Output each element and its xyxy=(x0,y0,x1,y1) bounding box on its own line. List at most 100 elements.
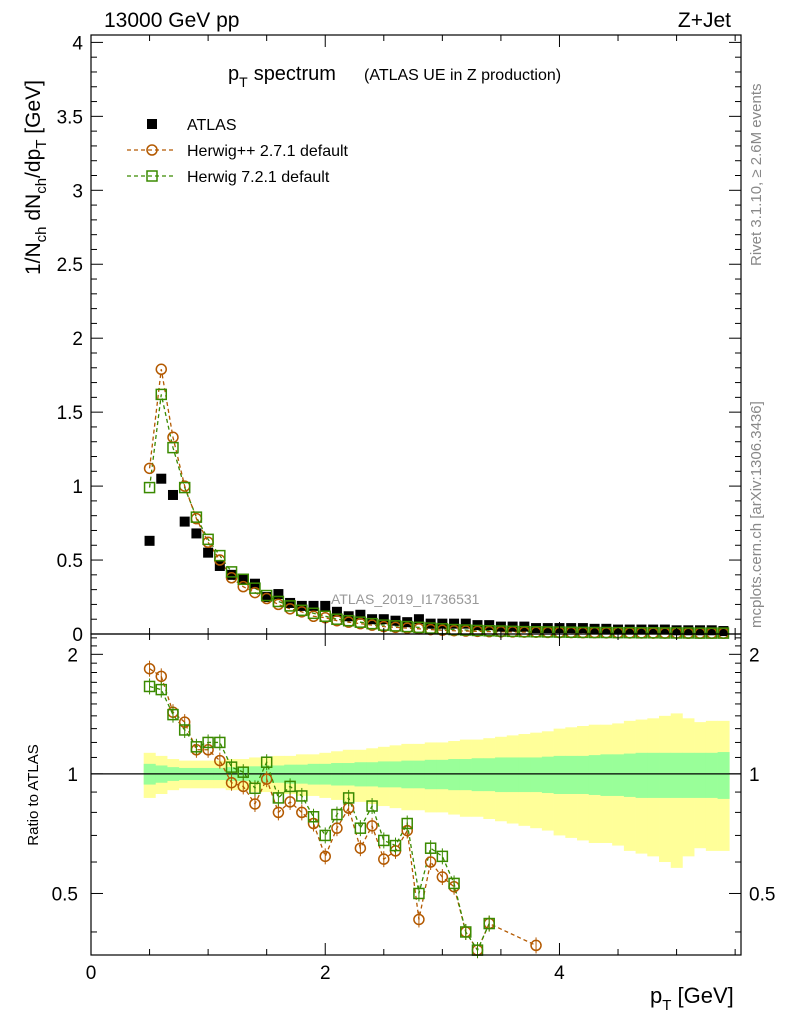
main-point xyxy=(238,574,249,585)
main-point xyxy=(695,625,706,636)
ratio-point xyxy=(424,856,437,868)
main-axes: 0 0.5 1 1.5 2 2.5 3 3.5 4 xyxy=(57,33,741,646)
ratio-uncertainty-band xyxy=(91,713,741,868)
main-point xyxy=(424,622,437,634)
main-point xyxy=(565,626,577,638)
main-ytick-label: 2.5 xyxy=(57,255,83,276)
ratio-ytick-label-right: 2 xyxy=(749,645,760,666)
ratio-point xyxy=(260,756,273,768)
ratio-point xyxy=(331,822,343,834)
ratio-point xyxy=(143,680,156,693)
ratio-point xyxy=(202,736,214,749)
main-point xyxy=(272,595,285,608)
ratio-band-inner xyxy=(530,757,543,793)
ratio-band-inner xyxy=(600,754,613,796)
ratio-point xyxy=(260,773,273,785)
mcplots-label: mcplots.cern.ch [arXiv:1306.3436] xyxy=(748,401,765,628)
ratio-point xyxy=(354,842,367,854)
main-point xyxy=(718,626,729,637)
main-point xyxy=(401,620,413,633)
main-point xyxy=(460,618,471,629)
main-point xyxy=(389,620,402,632)
ratio-point xyxy=(237,766,250,778)
ratio-band-inner xyxy=(612,754,625,796)
ratio-point xyxy=(296,790,308,802)
ratio-band-inner xyxy=(436,759,449,790)
ratio-point xyxy=(155,670,168,683)
ratio-point xyxy=(284,780,296,793)
main-title-p: p xyxy=(228,63,239,85)
main-point xyxy=(624,624,635,635)
ratio-point xyxy=(413,913,425,926)
main-point xyxy=(542,626,554,638)
main-point xyxy=(588,626,601,639)
ratio-band-inner xyxy=(483,758,496,792)
main-point xyxy=(285,597,296,608)
ratio-point xyxy=(530,939,542,952)
ratio-point xyxy=(401,817,413,830)
legend-label: Herwig++ 2.7.1 default xyxy=(187,143,349,160)
main-point xyxy=(191,528,202,539)
main-point xyxy=(706,625,717,636)
main-ytick-label: 3.5 xyxy=(57,107,83,128)
ratio-series-marks xyxy=(143,660,542,959)
main-ytick-label: 4 xyxy=(72,33,83,54)
main-point xyxy=(319,610,331,623)
main-point xyxy=(190,511,203,523)
main-point xyxy=(659,624,670,635)
main-title-sub: T xyxy=(239,74,248,90)
main-ytick-label: 2 xyxy=(72,329,83,350)
ratio-point xyxy=(436,850,449,863)
ratio-point xyxy=(225,776,238,789)
legend-label: ATLAS xyxy=(187,117,237,134)
main-point xyxy=(449,618,460,629)
ratio-ytick-label-right: 1 xyxy=(749,765,760,786)
ratio-ytick-label: 0.5 xyxy=(52,884,78,905)
main-point xyxy=(202,533,214,546)
ratio-band-inner xyxy=(694,752,707,798)
ratio-band-inner xyxy=(541,756,554,794)
main-point xyxy=(518,625,531,638)
main-title: pT spectrum xyxy=(228,63,336,90)
ratio-band-inner xyxy=(424,759,437,790)
main-point xyxy=(531,623,542,634)
ratio-band-inner xyxy=(577,755,590,794)
main-point xyxy=(308,600,319,611)
main-point xyxy=(366,617,378,630)
ratio-band-inner xyxy=(553,755,566,794)
main-point xyxy=(682,627,695,639)
main-point xyxy=(483,624,495,637)
ratio-band-inner xyxy=(682,752,695,798)
main-point xyxy=(203,547,214,558)
main-point xyxy=(589,623,600,634)
ratio-point xyxy=(214,754,226,767)
header-right: Z+Jet xyxy=(678,9,731,32)
main-point xyxy=(460,624,472,636)
ratio-band-inner xyxy=(518,757,531,793)
main-point xyxy=(144,535,155,546)
main-point xyxy=(635,627,648,639)
main-point xyxy=(143,481,156,494)
legend-marker xyxy=(146,144,158,156)
main-point xyxy=(355,609,366,620)
ratio-point xyxy=(389,839,402,852)
legend-marker xyxy=(146,170,158,182)
main-point xyxy=(413,614,424,625)
main-point xyxy=(623,626,636,639)
main-point xyxy=(272,598,285,611)
ratio-xtick-label: 0 xyxy=(86,963,97,984)
main-point xyxy=(225,572,238,584)
main-point xyxy=(601,623,612,634)
main-ytick-label: 0.5 xyxy=(57,551,83,572)
ratio-point xyxy=(448,877,460,890)
main-point xyxy=(156,473,167,484)
header-left: 13000 GeV pp xyxy=(104,9,239,32)
ratio-series-line xyxy=(149,685,490,952)
ratio-point xyxy=(483,917,495,930)
ratio-point xyxy=(319,829,331,842)
main-point xyxy=(167,489,178,500)
main-point xyxy=(577,626,589,639)
ratio-point xyxy=(460,926,472,938)
legend: ATLAS Herwig++ 2.7.1 default Herwig 7.2.1 … xyxy=(127,117,349,186)
ratio-band-inner xyxy=(635,752,648,798)
